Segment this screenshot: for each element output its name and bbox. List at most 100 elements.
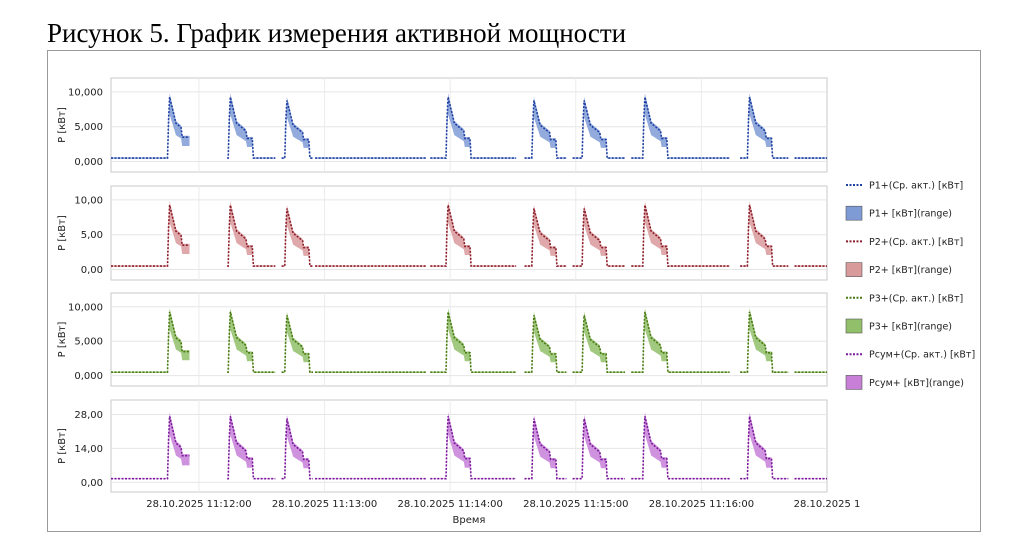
x-tick-label: 28.10.2025 1 [794, 499, 861, 510]
legend-label: P3+(Ср. акт.) [кВт] [869, 293, 963, 304]
range-area [430, 201, 517, 267]
mean-line [430, 311, 517, 373]
mean-line [111, 416, 190, 480]
legend-swatch-area [845, 375, 863, 390]
mean-line [227, 204, 276, 267]
range-area [111, 93, 190, 159]
range-area [572, 311, 625, 373]
mean-line [430, 416, 517, 480]
range-area [524, 204, 567, 267]
legend-swatch-area [845, 262, 863, 277]
legend-item: P1+ [кВт](range) [845, 205, 952, 221]
x-tick-label: 28.10.2025 11:14:00 [397, 499, 502, 510]
legend-label: Pсум+(Ср. акт.) [кВт] [869, 350, 975, 361]
mean-line [631, 96, 730, 159]
mean-line [572, 208, 625, 267]
mean-line [111, 311, 190, 373]
y-tick-label: 0,00 [81, 265, 103, 276]
legend: P1+(Ср. акт.) [кВт] P1+ [кВт](range) P2+(С… [845, 181, 975, 390]
legend-item: P2+(Ср. акт.) [кВт] [846, 237, 963, 248]
range-area [631, 201, 730, 267]
mean-line [572, 418, 625, 480]
mean-line [281, 208, 313, 267]
mean-line [572, 100, 625, 159]
panel-3: 0,00 14,00 28,00 P [кВт] [57, 399, 828, 493]
mean-line [430, 204, 517, 267]
range-area [227, 201, 276, 267]
mean-line [740, 96, 789, 159]
range-area [111, 201, 190, 267]
legend-item: P3+ [кВт](range) [845, 318, 952, 334]
panel-1: 0,00 5,00 10,00 P [кВт] [57, 185, 828, 281]
x-tick-label: 28.10.2025 11:16:00 [649, 499, 754, 510]
y-tick-label: 10,000 [68, 302, 103, 313]
range-area [281, 311, 313, 373]
x-tick-label: 28.10.2025 11:15:00 [523, 499, 628, 510]
y-tick-label: 5,000 [74, 122, 103, 133]
mean-line [227, 416, 276, 480]
range-area [524, 414, 567, 479]
y-axis-label: P [кВт] [57, 428, 68, 464]
panel-plot-area [110, 77, 828, 173]
mean-line [227, 96, 276, 159]
mean-line [281, 418, 313, 480]
y-tick-label: 28,00 [74, 410, 103, 421]
mean-line [572, 315, 625, 373]
y-tick-label: 0,000 [74, 371, 103, 382]
mean-line [631, 416, 730, 480]
range-area [315, 478, 427, 479]
y-tick-label: 10,00 [74, 195, 103, 206]
range-area [227, 412, 276, 479]
range-area [315, 265, 427, 267]
mean-line [430, 96, 517, 159]
range-area [315, 371, 427, 373]
y-axis-label: P [кВт] [57, 322, 68, 358]
y-tick-label: 5,00 [81, 230, 103, 241]
y-tick-label: 14,00 [74, 444, 103, 455]
mean-line [524, 418, 567, 480]
x-axis-label: Время [453, 515, 486, 526]
legend-label: P1+ [кВт](range) [869, 209, 952, 220]
mean-line [740, 311, 789, 373]
x-tick-label: 28.10.2025 11:13:00 [272, 499, 377, 510]
mean-line [281, 100, 313, 159]
range-area [740, 412, 789, 479]
y-axis-label: P [кВт] [57, 215, 68, 251]
legend-label: P1+(Ср. акт.) [кВт] [869, 181, 963, 192]
range-area [227, 93, 276, 159]
mean-line [227, 311, 276, 373]
legend-label: Pсум+ [кВт](range) [869, 378, 964, 389]
range-area [524, 96, 567, 159]
mean-line [524, 315, 567, 373]
mean-line [740, 204, 789, 267]
range-area [227, 308, 276, 373]
y-axis-label: P [кВт] [57, 107, 68, 143]
range-area [631, 412, 730, 479]
legend-label: P2+(Ср. акт.) [кВт] [869, 237, 963, 248]
y-tick-label: 5,000 [74, 337, 103, 348]
mean-line [111, 96, 190, 159]
panel-plot-area [110, 399, 828, 493]
y-tick-label: 0,00 [81, 478, 103, 489]
legend-item: Pсум+(Ср. акт.) [кВт] [846, 350, 975, 361]
mean-line [631, 204, 730, 267]
range-area [315, 157, 427, 159]
range-area [631, 308, 730, 373]
mean-line [631, 311, 730, 373]
legend-item: P3+(Ср. акт.) [кВт] [846, 293, 963, 304]
range-area [572, 96, 625, 159]
legend-label: P2+ [кВт](range) [869, 265, 952, 276]
range-area [631, 93, 730, 159]
y-tick-label: 10,000 [68, 87, 103, 98]
range-area [430, 93, 517, 159]
range-area [111, 308, 190, 373]
range-area [111, 412, 190, 479]
figure-caption: Рисунок 5. График измерения активной мощ… [47, 18, 627, 48]
mean-line [281, 315, 313, 373]
mean-line [111, 204, 190, 267]
legend-swatch-area [845, 205, 863, 221]
range-area [572, 204, 625, 267]
